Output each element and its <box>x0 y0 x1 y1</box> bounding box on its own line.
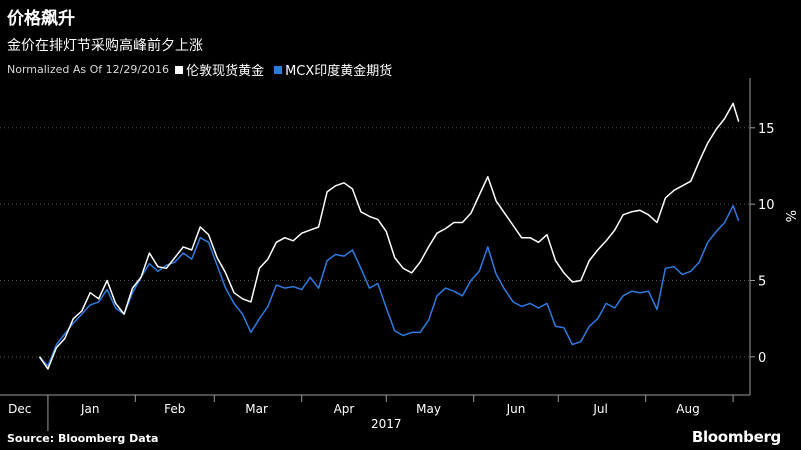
legend-swatch-mcx-gold <box>274 65 283 74</box>
legend-item-mcx-gold: MCX印度黄金期货 <box>274 60 392 79</box>
x-tick-label-apr: Apr <box>334 402 355 416</box>
legend-swatch-london-gold <box>175 65 184 74</box>
x-tick-label-dec: Dec <box>8 402 31 416</box>
legend-label-mcx-gold: MCX印度黄金期货 <box>285 64 393 79</box>
chart-title: 价格飙升 <box>7 9 75 29</box>
y-tick-label-0: 0 <box>758 351 766 366</box>
y-tick-label-15: 15 <box>758 122 775 137</box>
x-year-label: 2017 <box>371 417 402 431</box>
y-tick-label-10: 10 <box>758 198 775 213</box>
chart-subtitle: 金价在排灯节采购高峰前夕上涨 <box>7 38 203 54</box>
y-axis-label: % <box>782 210 797 222</box>
x-tick-label-aug: Aug <box>676 402 699 416</box>
y-tick-label-5: 5 <box>758 274 766 289</box>
x-tick-label-jan: Jan <box>80 402 100 416</box>
x-tick-label-jul: Jul <box>592 402 607 416</box>
x-tick-label-mar: Mar <box>245 402 268 416</box>
legend: Normalized As Of 12/29/2016 伦敦现货黄金 MCX印度… <box>7 60 402 79</box>
legend-label-london-gold: 伦敦现货黄金 <box>186 64 265 79</box>
series-line-mcx-gold <box>38 204 740 367</box>
bloomberg-logo: Bloomberg <box>691 428 781 446</box>
x-tick-label-feb: Feb <box>164 402 185 416</box>
normalized-note: Normalized As Of 12/29/2016 <box>7 63 170 76</box>
x-tick-label-may: May <box>416 402 441 416</box>
series-line-london-gold <box>38 102 740 370</box>
x-tick-label-jun: Jun <box>506 402 526 416</box>
source-note: Source: Bloomberg Data <box>7 432 159 445</box>
legend-item-london-gold: 伦敦现货黄金 <box>175 60 264 79</box>
